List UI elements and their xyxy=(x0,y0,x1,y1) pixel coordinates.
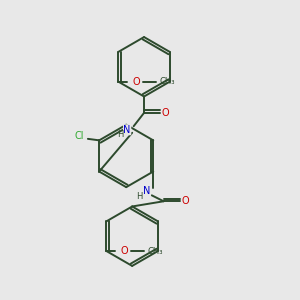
Text: CH₃: CH₃ xyxy=(147,247,163,256)
Text: H: H xyxy=(136,192,142,201)
Text: H: H xyxy=(117,130,124,139)
Text: N: N xyxy=(123,125,131,135)
Text: O: O xyxy=(120,246,128,256)
Text: O: O xyxy=(182,196,189,206)
Text: O: O xyxy=(162,108,169,118)
Text: CH₃: CH₃ xyxy=(159,77,175,86)
Text: O: O xyxy=(132,76,140,87)
Text: Cl: Cl xyxy=(74,131,84,141)
Text: N: N xyxy=(143,187,150,196)
